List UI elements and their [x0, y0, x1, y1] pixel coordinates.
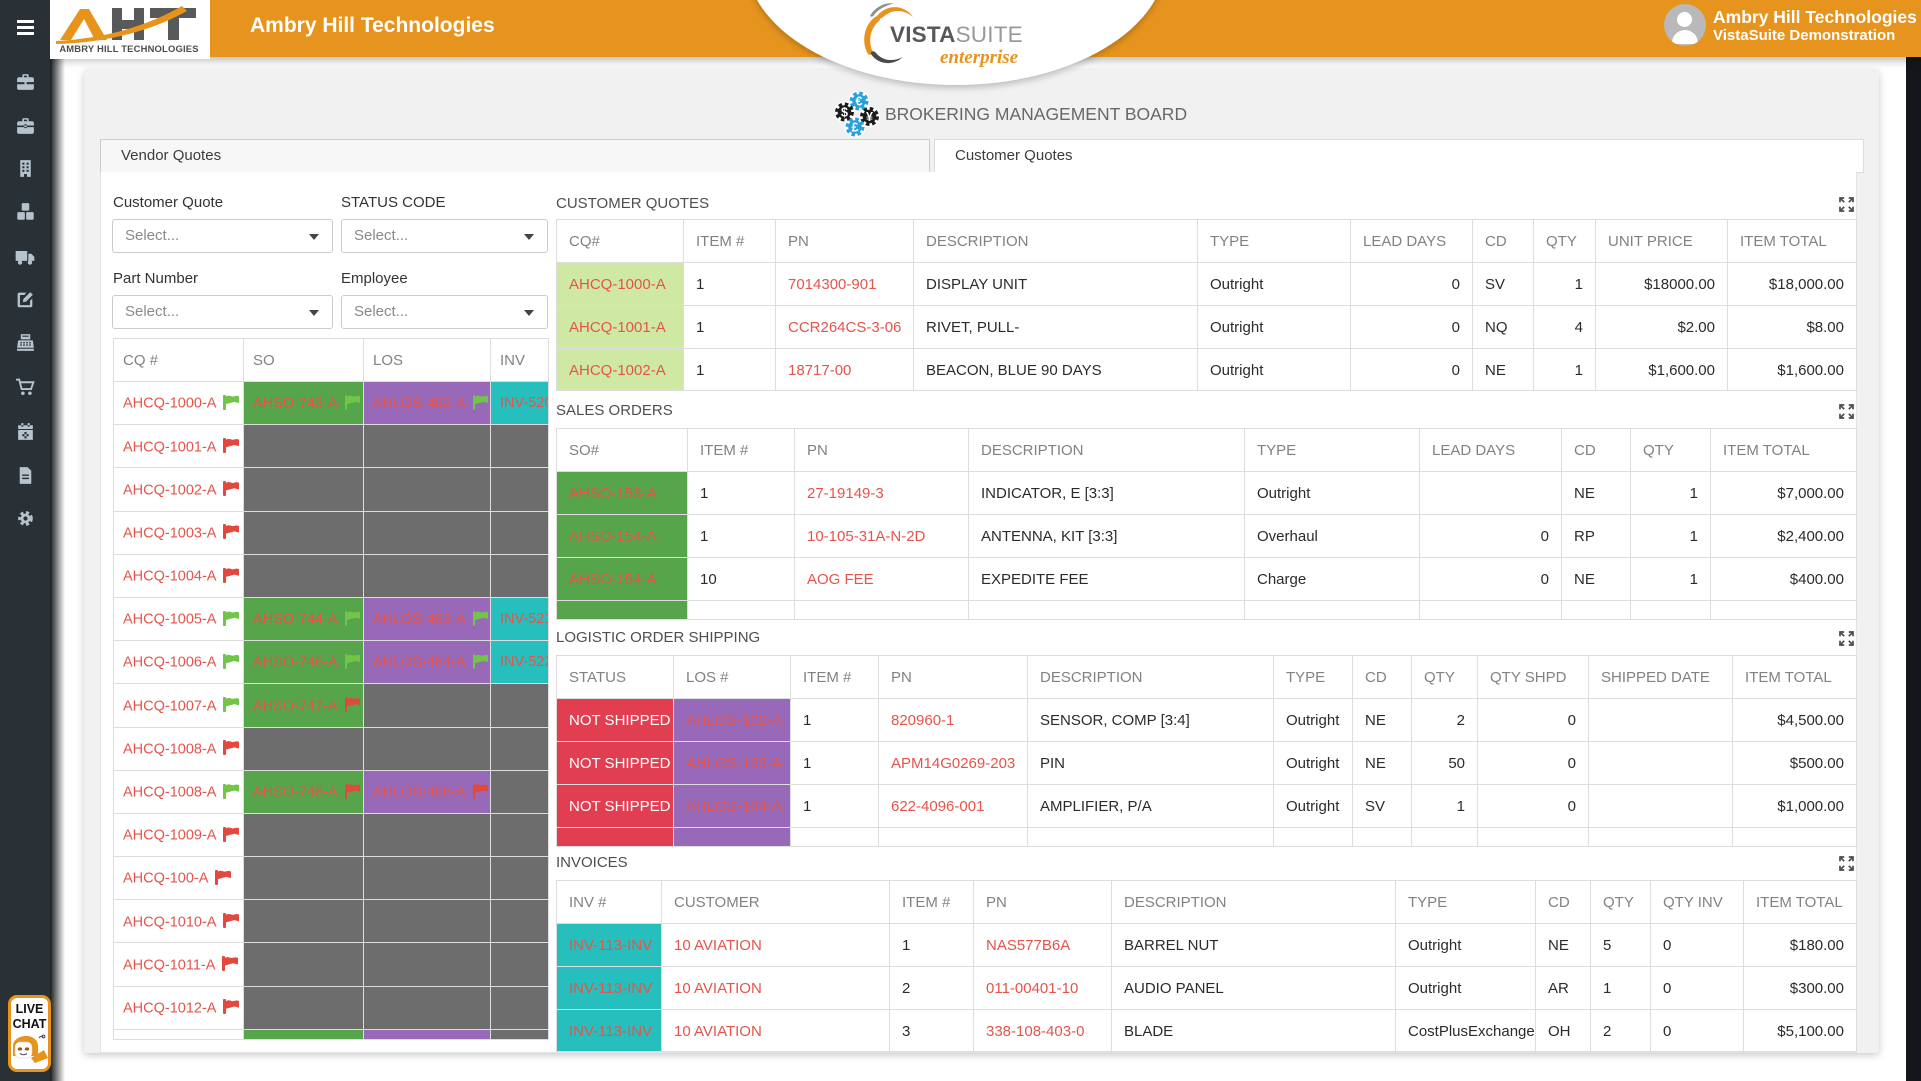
- svg-text:$: $: [841, 106, 848, 120]
- svg-text:¥: ¥: [866, 110, 873, 124]
- svg-text:€: €: [856, 95, 863, 109]
- svg-text:AMBRY HILL TECHNOLOGIES: AMBRY HILL TECHNOLOGIES: [59, 43, 198, 54]
- svg-text:£: £: [852, 121, 859, 135]
